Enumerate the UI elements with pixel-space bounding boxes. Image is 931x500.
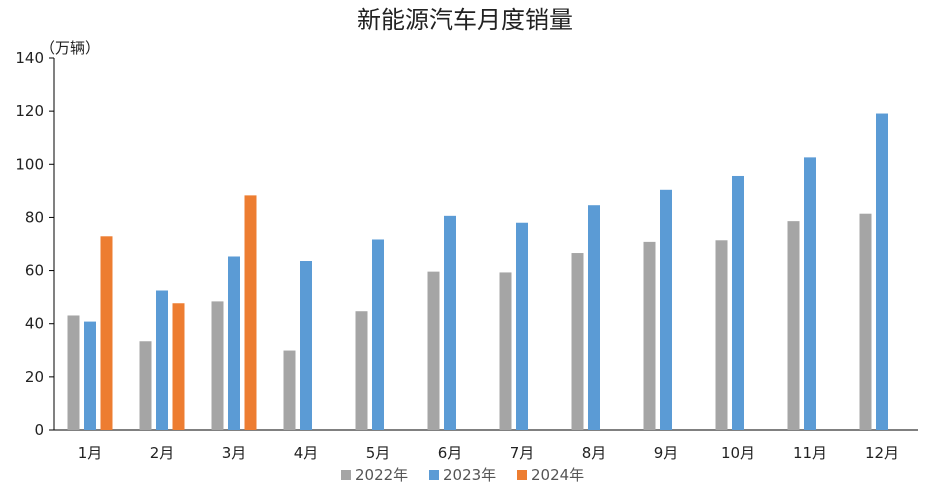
bar-2023年-11月 [804, 157, 816, 430]
bar-2024年-1月 [100, 236, 113, 430]
bar-2022年-1月 [67, 315, 80, 430]
bar-2022年-5月 [355, 311, 368, 430]
bar-2023年-3月 [228, 256, 240, 430]
bar-2022年-2月 [139, 341, 152, 430]
y-tick-label: 20 [25, 368, 44, 386]
x-tick-label: 11月 [793, 444, 827, 462]
x-tick-label: 9月 [654, 444, 679, 462]
bar-2023年-1月 [84, 321, 96, 430]
x-tick-label: 12月 [865, 444, 899, 462]
y-axis-unit: （万辆） [40, 39, 100, 57]
legend-label: 2023年 [443, 466, 496, 484]
x-tick-label: 1月 [78, 444, 103, 462]
y-tick-label: 100 [15, 155, 44, 173]
legend: 2022年 2023年 2024年 [341, 466, 584, 484]
y-axis: 0 20 40 60 80 100 120 140 [15, 49, 55, 439]
bar-2022年-10月 [715, 240, 728, 430]
x-tick-label: 3月 [222, 444, 247, 462]
x-tick-label: 7月 [510, 444, 535, 462]
bar-2024年-3月 [244, 195, 257, 430]
x-axis: 1月 2月 3月 4月 5月 6月 7月 8月 9月 10月 11月 12月 [54, 429, 918, 462]
y-tick-label: 120 [15, 102, 44, 120]
bar-2023年-12月 [876, 113, 888, 430]
bar-2023年-10月 [732, 175, 744, 430]
bar-2022年-11月 [787, 221, 800, 430]
bar-2022年-6月 [427, 271, 440, 430]
bar-2024年-2月 [172, 303, 185, 430]
x-tick-label: 10月 [721, 444, 755, 462]
legend-swatch [517, 470, 527, 480]
bar-2023年-6月 [444, 215, 456, 430]
chart-title: 新能源汽车月度销量 [357, 6, 573, 34]
bar-2022年-8月 [571, 253, 584, 430]
bar-2023年-5月 [372, 239, 384, 430]
bar-2023年-2月 [156, 290, 168, 430]
y-tick-label: 0 [34, 421, 44, 439]
bar-2023年-9月 [660, 189, 672, 430]
y-tick-label: 40 [25, 315, 44, 333]
x-tick-label: 4月 [294, 444, 319, 462]
bar-2023年-8月 [588, 205, 600, 430]
bar-2023年-4月 [300, 261, 312, 430]
bar-2022年-3月 [211, 301, 224, 430]
bar-2023年-7月 [516, 222, 528, 430]
legend-label: 2024年 [531, 466, 584, 484]
bars [67, 113, 888, 430]
legend-swatch [341, 470, 351, 480]
x-tick-label: 5月 [366, 444, 391, 462]
bar-2022年-4月 [283, 350, 296, 430]
bar-2022年-12月 [859, 213, 872, 430]
y-tick-label: 80 [25, 208, 44, 226]
bar-2022年-7月 [499, 272, 512, 430]
x-tick-label: 2月 [150, 444, 175, 462]
bar-2022年-9月 [643, 241, 656, 430]
x-tick-label: 8月 [582, 444, 607, 462]
legend-swatch [429, 470, 439, 480]
legend-label: 2022年 [355, 466, 408, 484]
x-tick-label: 6月 [438, 444, 463, 462]
y-tick-label: 140 [15, 49, 44, 67]
y-tick-label: 60 [25, 262, 44, 280]
